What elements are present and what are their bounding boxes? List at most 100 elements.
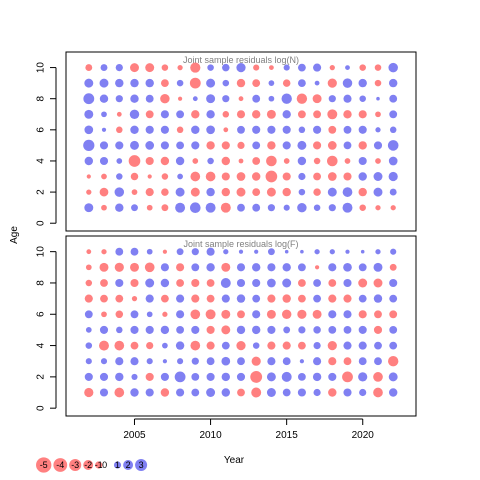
bubble	[115, 310, 124, 319]
bubble	[190, 202, 201, 213]
bubble	[177, 64, 183, 71]
bubble	[191, 125, 200, 134]
bubble	[236, 172, 246, 181]
legend-label: -3	[71, 460, 79, 470]
bubble	[327, 109, 338, 120]
bubble	[175, 341, 185, 350]
bubble	[373, 325, 383, 334]
bubble	[206, 388, 216, 397]
bubble	[130, 388, 139, 397]
bubble	[297, 79, 306, 88]
legend-bubble	[69, 458, 82, 472]
bubble	[358, 372, 368, 382]
bubble	[266, 155, 277, 167]
bubble	[220, 202, 231, 213]
bubble	[266, 372, 276, 382]
bubble	[389, 126, 397, 134]
bubble	[268, 95, 275, 102]
bubble	[299, 359, 305, 364]
bubble	[237, 310, 245, 319]
bubble	[358, 341, 367, 350]
bubble	[146, 342, 154, 350]
bubble	[206, 357, 215, 366]
bubble	[206, 94, 216, 104]
bubble	[282, 294, 291, 303]
bubble	[174, 371, 186, 383]
bubble	[236, 263, 246, 272]
bubble	[101, 173, 107, 180]
bubble	[192, 158, 199, 164]
panel-2: Joint sample residuals log(F) 0 2 4 6 8 10	[36, 235, 417, 417]
bubble	[328, 325, 337, 334]
bubble	[343, 94, 352, 103]
bubble	[191, 357, 199, 365]
bubble	[313, 326, 321, 334]
bubble	[343, 172, 352, 181]
bubble	[389, 388, 398, 397]
legend-item: 0	[102, 460, 107, 470]
bubble	[237, 357, 245, 366]
bubble	[281, 371, 292, 382]
bubble	[313, 110, 322, 119]
bubble	[190, 340, 201, 351]
legend-label: 1	[115, 460, 120, 470]
bubble	[176, 263, 185, 272]
bubble	[389, 110, 398, 119]
bubble	[389, 310, 398, 319]
bubble	[160, 388, 170, 397]
bubble	[252, 203, 261, 212]
legend-label: 0	[102, 460, 107, 470]
bubble	[115, 294, 124, 303]
bubble	[283, 158, 290, 164]
legend-item: -5	[36, 457, 52, 473]
bubble	[374, 310, 382, 319]
bubble	[328, 204, 336, 212]
bubble	[328, 125, 337, 134]
bubble	[160, 372, 169, 381]
bubble	[343, 357, 352, 366]
bubble	[329, 64, 335, 71]
legend-item: 2	[123, 460, 134, 470]
bubble	[360, 249, 365, 254]
bubble	[99, 78, 109, 88]
bubble	[221, 309, 231, 319]
legend-bubble	[113, 461, 122, 469]
legend-label: -1	[95, 460, 103, 470]
bubble	[282, 278, 292, 288]
bubble	[85, 342, 93, 349]
bubble	[252, 172, 261, 181]
bubble	[252, 157, 261, 165]
bubble	[282, 341, 291, 350]
bubble	[252, 263, 261, 272]
bubble	[252, 294, 261, 303]
bubble	[206, 78, 216, 88]
bubble	[236, 110, 246, 119]
bubble	[162, 342, 168, 349]
bubble	[298, 188, 306, 196]
bubble	[282, 357, 291, 366]
bubble	[130, 325, 139, 334]
bubble	[130, 357, 139, 366]
bubble	[221, 262, 231, 272]
y-tick-label: 2	[36, 189, 47, 195]
bubble	[190, 309, 201, 320]
bubble	[251, 356, 261, 366]
bubble	[85, 64, 93, 72]
bubble	[267, 278, 276, 288]
bubble	[314, 249, 320, 255]
bubble	[283, 64, 290, 71]
bubble	[190, 187, 200, 197]
bubble	[206, 279, 215, 287]
x-tick-label: 2005	[123, 430, 146, 441]
bubble	[176, 325, 185, 334]
bubble	[300, 249, 304, 254]
bubble	[284, 249, 289, 254]
legend-bubble	[95, 461, 103, 469]
bubble	[297, 309, 307, 319]
bubble	[206, 141, 215, 150]
bubble	[328, 95, 336, 103]
legend-item: 3	[135, 458, 148, 472]
bubble	[222, 63, 230, 72]
panel-title: Joint sample residuals log(F)	[183, 239, 298, 249]
x-tick-label: 2015	[276, 430, 299, 441]
